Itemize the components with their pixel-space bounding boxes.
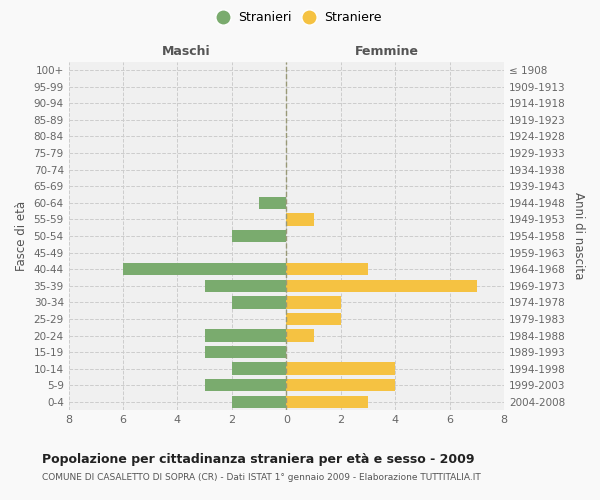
Bar bbox=[205, 346, 286, 358]
Bar bbox=[232, 362, 286, 375]
Y-axis label: Fasce di età: Fasce di età bbox=[15, 201, 28, 271]
Bar bbox=[205, 379, 286, 392]
Bar bbox=[232, 396, 286, 408]
Bar bbox=[286, 213, 314, 226]
Bar bbox=[286, 362, 395, 375]
Bar bbox=[205, 280, 286, 292]
Bar bbox=[123, 263, 286, 276]
Bar bbox=[286, 312, 341, 325]
Bar bbox=[286, 379, 395, 392]
Text: COMUNE DI CASALETTO DI SOPRA (CR) - Dati ISTAT 1° gennaio 2009 - Elaborazione TU: COMUNE DI CASALETTO DI SOPRA (CR) - Dati… bbox=[42, 472, 481, 482]
Legend: Stranieri, Straniere: Stranieri, Straniere bbox=[213, 6, 387, 29]
Bar bbox=[286, 263, 368, 276]
Bar bbox=[205, 330, 286, 342]
Bar bbox=[259, 196, 286, 209]
Text: Maschi: Maschi bbox=[162, 46, 211, 59]
Bar bbox=[286, 280, 477, 292]
Text: Popolazione per cittadinanza straniera per età e sesso - 2009: Popolazione per cittadinanza straniera p… bbox=[42, 452, 475, 466]
Bar bbox=[286, 396, 368, 408]
Y-axis label: Anni di nascita: Anni di nascita bbox=[572, 192, 585, 280]
Bar bbox=[286, 296, 341, 308]
Bar bbox=[232, 296, 286, 308]
Bar bbox=[232, 230, 286, 242]
Bar bbox=[286, 330, 314, 342]
Text: Femmine: Femmine bbox=[355, 46, 418, 59]
